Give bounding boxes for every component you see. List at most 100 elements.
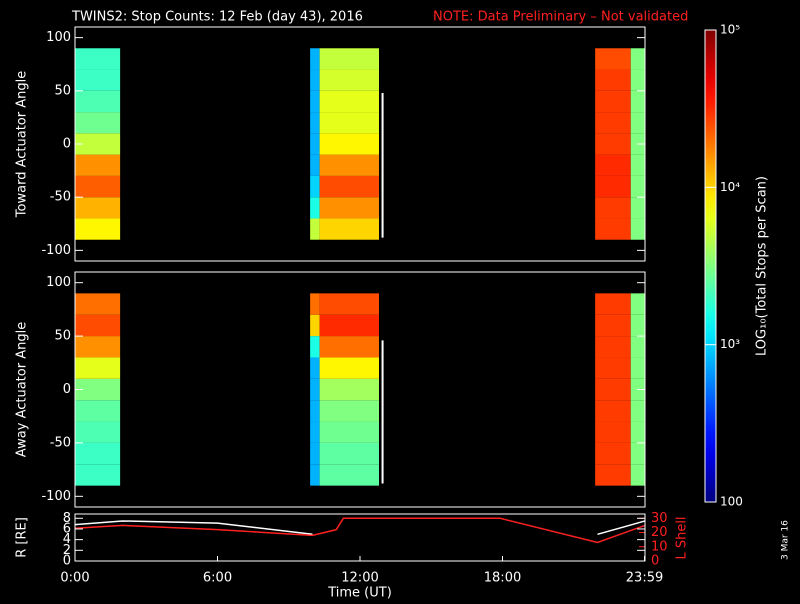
heatmap-cell xyxy=(319,154,379,176)
heatmap-cell xyxy=(75,421,121,443)
heatmap-cell xyxy=(75,218,121,240)
x-tick-label: 6:00 xyxy=(203,571,232,586)
heatmap-cell xyxy=(75,357,121,379)
heatmap-cell xyxy=(595,218,631,240)
heatmap-cell xyxy=(310,336,320,358)
heatmap-cell xyxy=(75,133,121,155)
y-tick-label: -100 xyxy=(41,243,71,258)
heatmap-cell xyxy=(630,175,645,198)
heatmap-cell xyxy=(319,314,379,337)
heatmap-cell xyxy=(310,69,320,91)
heatmap-cell xyxy=(595,464,631,486)
y-tick-label: 6 xyxy=(63,521,71,536)
y-tick-label: 50 xyxy=(54,83,71,98)
series-line xyxy=(74,520,646,536)
heatmap-cell xyxy=(595,314,631,337)
heatmap-cell xyxy=(75,175,121,198)
heatmap-cell xyxy=(595,197,631,219)
heatmap-cell xyxy=(595,175,631,198)
y2-tick-label: 20 xyxy=(651,525,668,540)
heatmap-cell xyxy=(595,133,631,155)
heatmap-cell xyxy=(630,69,645,91)
heatmap-cell xyxy=(595,293,631,315)
heatmap-cell xyxy=(595,112,631,134)
y-tick-label: 0 xyxy=(63,137,71,152)
heatmap-cell xyxy=(319,197,379,219)
colorbar-tick-label: 10⁴ xyxy=(720,180,740,194)
heatmap-cell xyxy=(319,293,379,315)
x-axis-label: Time (UT) xyxy=(327,586,392,601)
colorbar-label: LOG₁₀(Total Stops per Scan) xyxy=(755,176,770,356)
heatmap-cell xyxy=(595,421,631,443)
heatmap-cell xyxy=(75,48,121,70)
heatmap-cell xyxy=(630,464,645,486)
heatmap-cell xyxy=(310,357,320,379)
y-tick-label: 2 xyxy=(63,543,71,558)
y-axis-label: Away Actuator Angle xyxy=(15,322,30,457)
y-tick-label: 100 xyxy=(46,30,71,45)
heatmap-cell xyxy=(595,357,631,379)
heatmap-cell xyxy=(75,112,121,134)
heatmap-cell xyxy=(310,400,320,422)
heatmap-cell xyxy=(630,154,645,176)
heatmap-cell xyxy=(595,48,631,70)
heatmap-cell xyxy=(630,314,645,337)
heatmap-cell xyxy=(310,293,320,315)
colorbar-tick-label: 10⁵ xyxy=(720,23,740,37)
heatmap-cell xyxy=(595,69,631,91)
heatmap-cell xyxy=(310,48,320,70)
heatmap-cell xyxy=(310,175,320,198)
heatmap-cell xyxy=(319,421,379,443)
heatmap-cell xyxy=(75,442,121,465)
heatmap-cell xyxy=(310,421,320,443)
heatmap-cell xyxy=(310,314,320,337)
heatmap-cell xyxy=(319,464,379,486)
heatmap-cell xyxy=(630,197,645,219)
y-axis-label: Toward Actuator Angle xyxy=(15,71,30,218)
heatmap-cell xyxy=(319,112,379,134)
heatmap-cell xyxy=(319,48,379,70)
heatmap-cell xyxy=(310,197,320,219)
colorbar xyxy=(704,29,717,503)
y-axis-label: R [RE] xyxy=(15,517,30,558)
x-tick-label: 23:59 xyxy=(626,571,663,586)
heatmap-cell xyxy=(75,154,121,176)
heatmap-cell xyxy=(310,442,320,465)
heatmap-cell xyxy=(630,357,645,379)
heatmap-cell xyxy=(75,314,121,337)
heatmap-cell xyxy=(310,464,320,486)
heatmap-cell xyxy=(310,154,320,176)
heatmap-cell xyxy=(630,421,645,443)
heatmap-cell xyxy=(630,400,645,422)
y2-tick-label: 0 xyxy=(651,554,659,569)
note: NOTE: Data Preliminary – Not validated xyxy=(433,10,688,25)
heatmap-cell xyxy=(630,442,645,465)
heatmap-cell xyxy=(319,218,379,240)
heatmap-cell xyxy=(319,133,379,155)
heatmap-cell xyxy=(319,378,379,401)
heatmap-cell xyxy=(630,336,645,358)
y-tick-label: 8 xyxy=(63,511,71,526)
heatmap-cell xyxy=(75,336,121,358)
heatmap-cell xyxy=(319,69,379,91)
heatmap-cell xyxy=(630,48,645,70)
heatmap-cell xyxy=(75,464,121,486)
heatmap-cell xyxy=(75,378,121,401)
heatmap-cell xyxy=(75,90,121,113)
heatmap-cell xyxy=(630,293,645,315)
heatmap-cell xyxy=(319,400,379,422)
x-tick-label: 0:00 xyxy=(60,571,89,586)
y2-axis-label: L Shell xyxy=(675,516,690,559)
y-tick-label: 0 xyxy=(63,382,71,397)
heatmap-cell xyxy=(310,112,320,134)
heatmap-cell xyxy=(310,133,320,155)
x-tick-label: 18:00 xyxy=(484,571,521,586)
heatmap-cell xyxy=(319,175,379,198)
heatmap-cell xyxy=(319,357,379,379)
series-line xyxy=(74,517,646,544)
heatmap-cell xyxy=(75,293,121,315)
heatmap-cell xyxy=(630,112,645,134)
heatmap-cell xyxy=(75,69,121,91)
heatmap-cell xyxy=(319,442,379,465)
y-tick-label: -100 xyxy=(41,489,71,504)
